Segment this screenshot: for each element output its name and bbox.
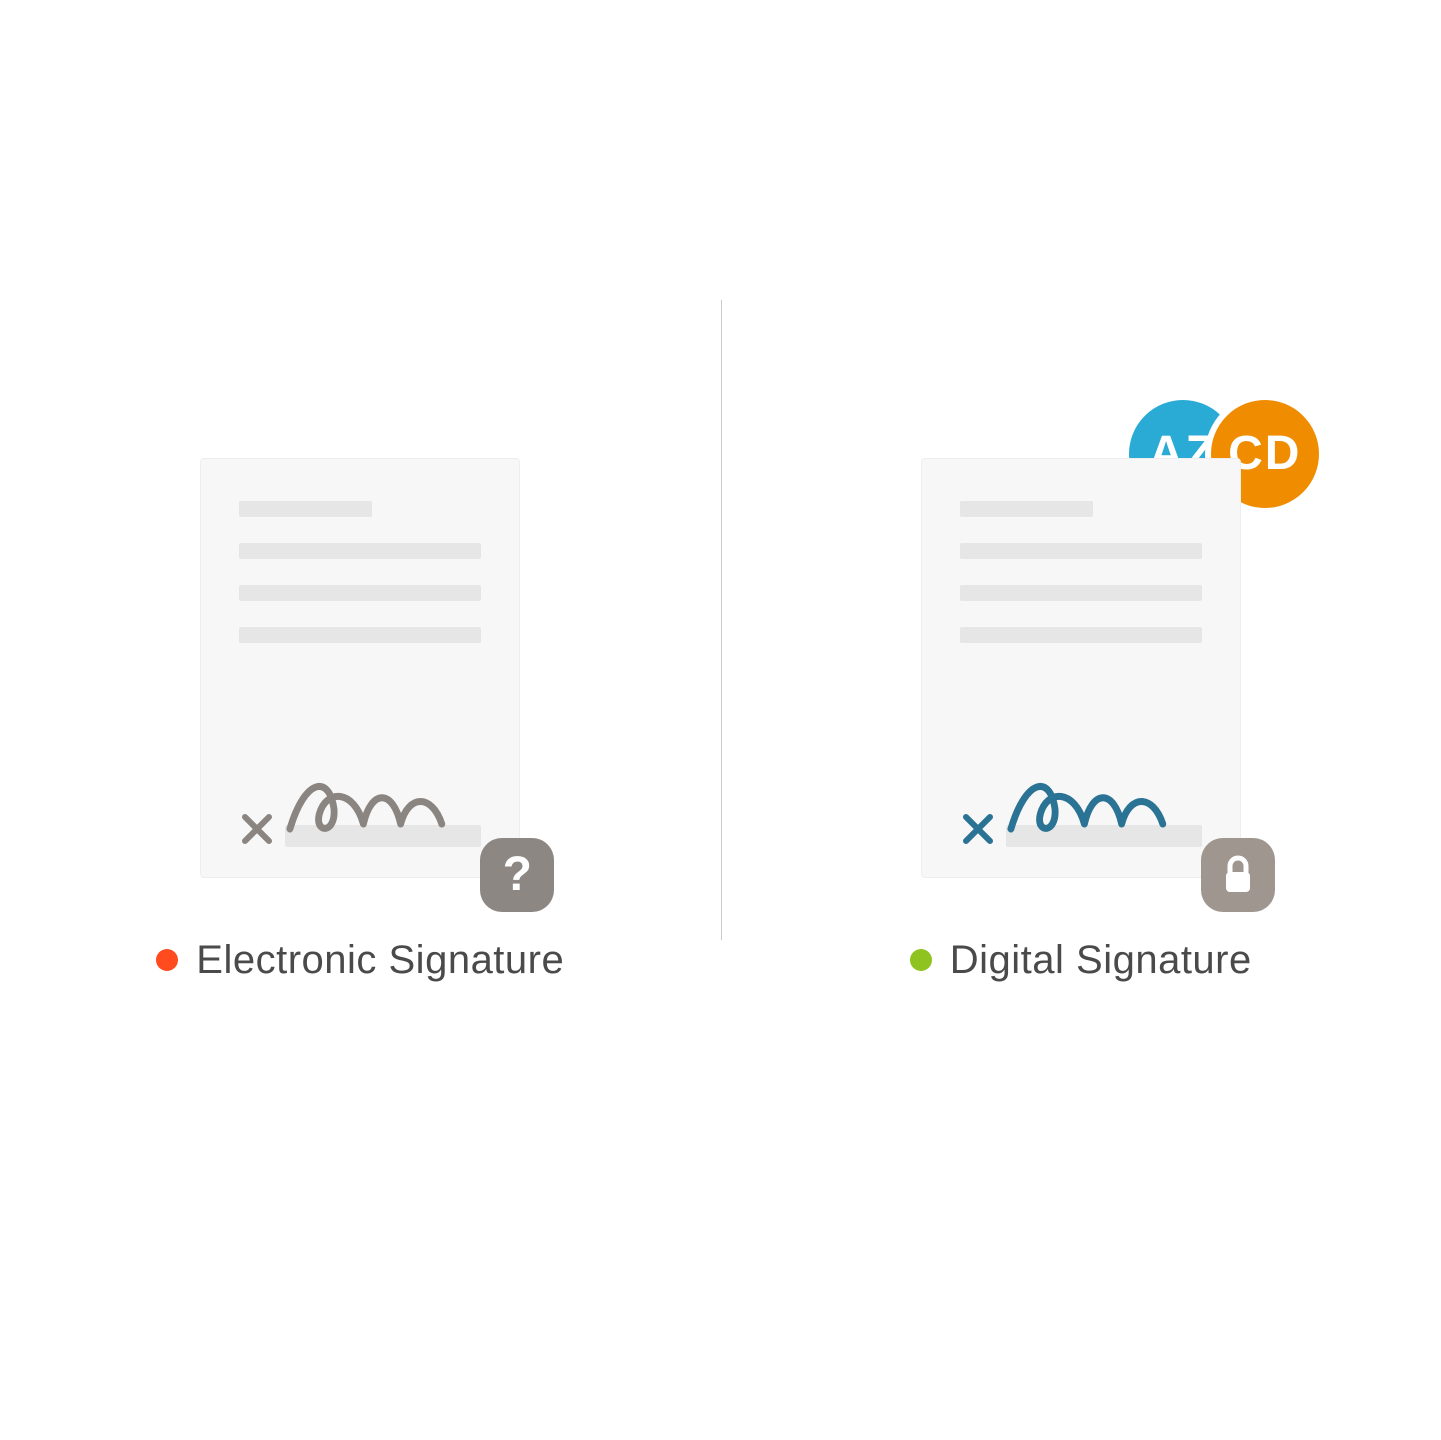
panel-digital: AZ CD (721, 458, 1441, 983)
document-electronic: ? (200, 458, 520, 878)
doc-text-line (239, 585, 481, 601)
doc-text-line (239, 543, 481, 559)
label-digital: Digital Signature (950, 938, 1252, 983)
comparison-container: ? Electronic Signature AZ CD (0, 0, 1441, 1440)
label-row-digital: Digital Signature (910, 938, 1252, 983)
signature-line (1006, 825, 1202, 847)
doc-text-line (239, 627, 481, 643)
question-mark: ? (503, 847, 532, 902)
signature-line (285, 825, 481, 847)
label-electronic: Electronic Signature (196, 938, 564, 983)
lock-icon (1220, 854, 1256, 896)
doc-text-line (960, 543, 1202, 559)
bullet-digital (910, 949, 932, 971)
bullet-electronic (156, 949, 178, 971)
signature-scribble-icon (1006, 769, 1202, 839)
doc-text-line (239, 501, 372, 517)
document-card (921, 458, 1241, 878)
sign-here-x-icon (239, 811, 275, 847)
doc-text-line (960, 585, 1202, 601)
doc-text-line (960, 501, 1093, 517)
signature-row (960, 811, 1202, 847)
document-digital: AZ CD (921, 458, 1241, 878)
document-card (200, 458, 520, 878)
signature-scribble-icon (285, 769, 481, 839)
label-row-electronic: Electronic Signature (156, 938, 564, 983)
signature-row (239, 811, 481, 847)
question-badge-icon: ? (480, 838, 554, 912)
doc-text-line (960, 627, 1202, 643)
sign-here-x-icon (960, 811, 996, 847)
panel-electronic: ? Electronic Signature (0, 458, 721, 983)
lock-badge-icon (1201, 838, 1275, 912)
